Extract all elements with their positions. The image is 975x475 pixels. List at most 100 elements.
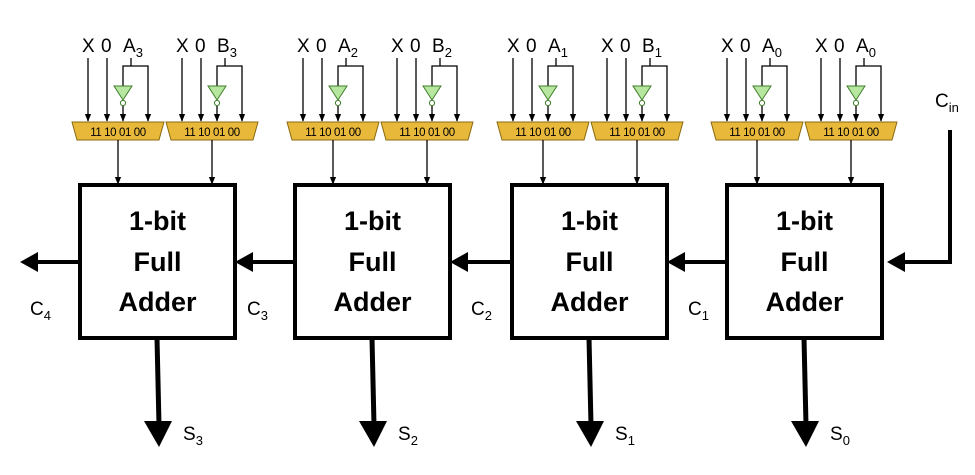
mux-input-x-label: X — [601, 36, 614, 57]
mux-input-operand-label-sub: 0 — [869, 45, 876, 60]
mux-input-zero-label: 0 — [195, 36, 206, 57]
multiplexer — [590, 121, 684, 141]
sum-arrow-shaft — [586, 337, 594, 426]
mux-select-label: 11 10 01 00 — [184, 127, 240, 139]
mux-input-x-label: X — [82, 36, 95, 57]
mux-input-x-label: X — [721, 36, 734, 57]
sum-label-main: S — [615, 424, 628, 445]
adder-line1: 1-bit — [776, 206, 833, 236]
inverter-icon — [752, 85, 772, 101]
sum-label-sub: 0 — [843, 433, 850, 448]
carry-label-main: C — [30, 299, 44, 320]
mux-operand-split-wire — [547, 65, 577, 122]
mux-input-operand-label-sub: 2 — [445, 45, 452, 60]
inverter-icon — [207, 85, 227, 101]
mux-input-operand-label-sub: 3 — [136, 45, 143, 60]
multiplexer — [286, 121, 380, 141]
sum-label-sub: 2 — [411, 433, 418, 448]
sum-label: S0 — [830, 424, 850, 448]
sum-label: S1 — [615, 424, 635, 448]
mux-select-label: 11 10 01 00 — [305, 127, 361, 139]
inverter-icon — [113, 85, 133, 101]
mux-input-operand-label: A1 — [548, 36, 568, 60]
adder-line2: Full — [566, 247, 614, 277]
inverter-bubble-icon — [334, 99, 342, 107]
mux-input-x-label: X — [507, 36, 520, 57]
multiplexer — [804, 121, 898, 141]
adder-line2: Full — [134, 247, 182, 277]
multiplexer — [496, 121, 590, 141]
mux-input-operand-label-sub: 2 — [351, 45, 358, 60]
mux-select-label: 11 10 01 00 — [729, 127, 785, 139]
mux-input-zero-label: 0 — [526, 36, 537, 57]
mux-input-operand-label-sub: 1 — [655, 45, 662, 60]
mux-input-operand-label-main: B — [642, 36, 655, 57]
mux-input-x-label: X — [297, 36, 310, 57]
inverter-bubble-icon — [638, 99, 646, 107]
mux-operand-split-wire — [216, 65, 246, 122]
multiplexer — [165, 121, 259, 141]
full-adder-block — [725, 183, 884, 340]
carry-arrow-head — [450, 252, 468, 272]
mux-operand-split-wire — [855, 65, 885, 122]
inverter-bubble-icon — [119, 99, 127, 107]
sum-arrow-shaft — [369, 337, 377, 426]
multiplexer — [380, 121, 474, 141]
sum-label-sub: 1 — [628, 433, 635, 448]
mux-input-operand-label: B3 — [217, 36, 237, 60]
mux-input-operand-label-main: B — [432, 36, 445, 57]
sum-label-main: S — [183, 424, 196, 445]
mux-input-zero-label: 0 — [740, 36, 751, 57]
inverter-icon — [538, 85, 558, 101]
carry-label-main: C — [688, 299, 702, 320]
mux-input-operand-label-sub: 1 — [561, 45, 568, 60]
mux-operand-split-wire — [122, 65, 152, 122]
sum-label: S3 — [183, 424, 203, 448]
sum-arrow-head — [791, 421, 819, 447]
mux-operand-split-wire — [337, 65, 367, 122]
inverter-icon — [422, 85, 442, 101]
mux-input-operand-label-main: B — [217, 36, 230, 57]
carry-label: C1 — [688, 299, 709, 323]
mux-input-zero-label: 0 — [620, 36, 631, 57]
carry-arrow-head — [235, 252, 253, 272]
inverter-bubble-icon — [852, 99, 860, 107]
mux-input-zero-label: 0 — [834, 36, 845, 57]
mux-select-label: 11 10 01 00 — [515, 127, 571, 139]
carry-in-label-main: C — [935, 91, 949, 112]
mux-input-operand-label: B2 — [432, 36, 452, 60]
carry-label: C2 — [471, 299, 492, 323]
adder-line3: Adder — [118, 287, 197, 317]
carry-in-arrowhead — [887, 252, 905, 272]
mux-input-x-label: X — [815, 36, 828, 57]
adder-line1: 1-bit — [129, 206, 186, 236]
mux-select-label: 11 10 01 00 — [609, 127, 665, 139]
inverter-bubble-icon — [758, 99, 766, 107]
inverter-bubble-icon — [544, 99, 552, 107]
adder-line1: 1-bit — [344, 206, 401, 236]
mux-select-label: 11 10 01 00 — [90, 127, 146, 139]
sum-label-sub: 3 — [196, 433, 203, 448]
mux-operand-split-wire — [431, 65, 461, 122]
mux-operand-split-wire — [641, 65, 671, 122]
mux-input-operand-label: A3 — [123, 36, 143, 60]
sum-arrow-head — [576, 421, 604, 447]
mux-input-zero-label: 0 — [316, 36, 327, 57]
full-adder-block — [293, 183, 452, 340]
sum-label-main: S — [398, 424, 411, 445]
carry-out-arrow-head — [20, 252, 38, 272]
mux-input-operand-label-main: A — [762, 36, 775, 57]
mux-input-operand-label-main: A — [856, 36, 869, 57]
adder-line3: Adder — [765, 287, 844, 317]
sum-arrow-shaft — [154, 337, 162, 426]
mux-operand-split-wire — [761, 65, 791, 122]
carry-in-wire — [905, 130, 952, 264]
mux-input-operand-label-sub: 0 — [775, 45, 782, 60]
mux-input-zero-label: 0 — [101, 36, 112, 57]
inverter-icon — [846, 85, 866, 101]
mux-input-operand-label: B1 — [642, 36, 662, 60]
multiplexer — [710, 121, 804, 141]
mux-input-x-label: X — [176, 36, 189, 57]
carry-label-sub: 4 — [44, 308, 51, 323]
